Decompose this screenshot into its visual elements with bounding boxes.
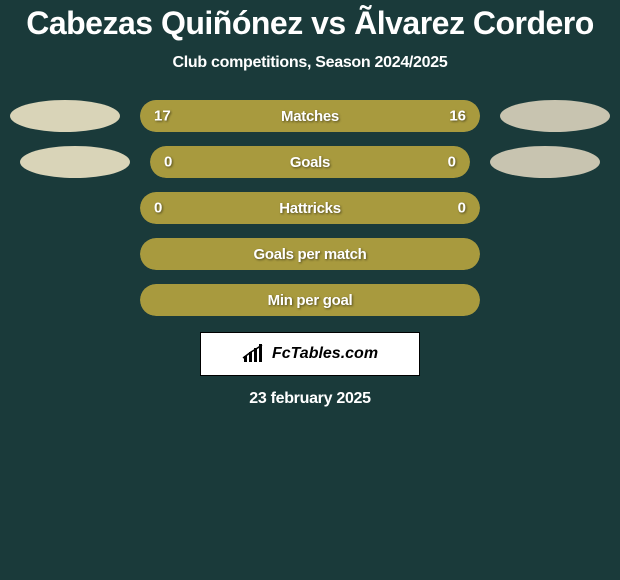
stat-pill: 0 0 Goals: [150, 146, 470, 178]
value-right: 0: [448, 154, 456, 171]
value-right: 0: [458, 200, 466, 217]
stat-label: Matches: [281, 108, 339, 125]
ellipse-right: [490, 146, 600, 178]
value-left: 17: [154, 108, 171, 125]
ellipse-empty: [500, 238, 610, 270]
stat-row: 17 16 Matches: [0, 100, 620, 132]
value-right: 16: [449, 108, 466, 125]
stat-label: Min per goal: [268, 292, 353, 309]
ellipse-left: [10, 100, 120, 132]
ellipse-empty: [10, 238, 120, 270]
stat-label: Hattricks: [279, 200, 341, 217]
stat-label: Goals: [290, 154, 330, 171]
subtitle: Club competitions, Season 2024/2025: [0, 54, 620, 72]
date-text: 23 february 2025: [0, 390, 620, 408]
stat-label: Goals per match: [253, 246, 366, 263]
ellipse-empty: [10, 192, 120, 224]
chart-icon: [242, 344, 266, 364]
value-left: 0: [154, 200, 162, 217]
stat-pill: 17 16 Matches: [140, 100, 480, 132]
comparison-rows: 17 16 Matches 0 0 Goals 0 0 Hattricks Goals per m…: [0, 100, 620, 316]
stat-pill: 0 0 Hattricks: [140, 192, 480, 224]
ellipse-empty: [500, 284, 610, 316]
value-left: 0: [164, 154, 172, 171]
ellipse-left: [20, 146, 130, 178]
page-title: Cabezas Quiñónez vs Ãlvarez Cordero: [0, 5, 620, 42]
stat-row: 0 0 Goals: [0, 146, 620, 178]
stat-row: Goals per match: [0, 238, 620, 270]
ellipse-empty: [500, 192, 610, 224]
stat-row: Min per goal: [0, 284, 620, 316]
watermark-badge: FcTables.com: [200, 332, 420, 376]
ellipse-right: [500, 100, 610, 132]
ellipse-empty: [10, 284, 120, 316]
stat-pill: Min per goal: [140, 284, 480, 316]
stat-row: 0 0 Hattricks: [0, 192, 620, 224]
watermark-text: FcTables.com: [272, 345, 378, 363]
stat-pill: Goals per match: [140, 238, 480, 270]
